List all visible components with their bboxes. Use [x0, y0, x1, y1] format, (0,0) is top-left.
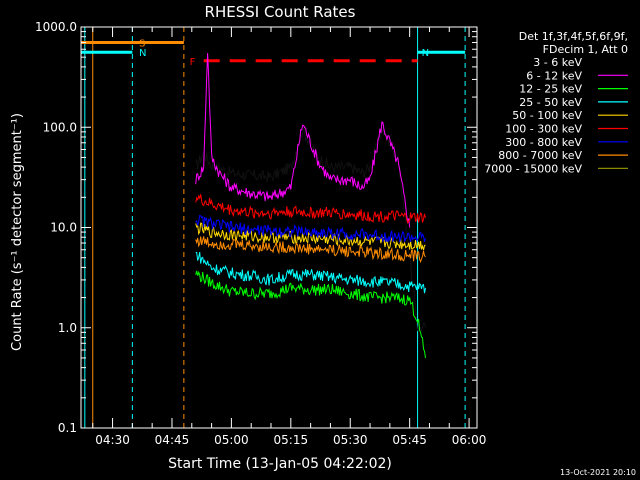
y-tick-label-1: 1.0 — [58, 321, 77, 335]
flag-label-2: N — [422, 48, 429, 59]
x-tick-label-4: 05:30 — [333, 433, 368, 447]
series-line-7 — [195, 236, 426, 264]
x-axis-label: Start Time (13-Jan-05 04:22:02) — [168, 456, 392, 472]
legend-label-6: 300 - 800 keV — [505, 136, 582, 149]
x-tick-label-2: 05:00 — [214, 433, 249, 447]
x-tick-label-0: 04:30 — [95, 433, 130, 447]
series-line-3 — [195, 251, 426, 294]
y-axis-label: Count Rate (s⁻¹ detector segment⁻¹) — [10, 113, 25, 351]
y-tick-label-3: 100.0 — [43, 120, 77, 134]
legend-header-line-2: FDecim 1, Att 0 — [543, 43, 628, 56]
y-tick-label-0: 0.1 — [58, 421, 77, 435]
legend-label-3: 25 - 50 keV — [519, 96, 582, 109]
legend-label-5: 100 - 300 keV — [505, 123, 582, 136]
flag-label-0: S — [139, 39, 145, 50]
series-line-2 — [195, 270, 426, 358]
legend-label-7: 800 - 7000 keV — [498, 149, 582, 162]
legend-label-1: 6 - 12 keV — [526, 69, 582, 82]
legend-header-line-1: Det 1f,3f,4f,5f,6f,9f, — [519, 30, 628, 43]
legend-label-2: 12 - 25 keV — [519, 83, 582, 96]
axes-layer: 0.1 1.0 10.0 100.0 1000.0 04:30 04:45 05:00 05:1… — [35, 20, 486, 447]
legend-label-8: 7000 - 15000 keV — [484, 162, 582, 175]
series-line-1 — [195, 52, 411, 228]
y-tick-label-4: 1000.0 — [35, 20, 77, 34]
legend-label-4: 50 - 100 keV — [512, 109, 582, 122]
y-tick-label-2: 10.0 — [50, 221, 77, 235]
footer-date: 13-Oct-2021 20:10 — [560, 468, 636, 477]
x-tick-label-1: 04:45 — [155, 433, 190, 447]
series-line-6 — [195, 215, 426, 243]
legend-label-0: 3 - 6 keV — [533, 56, 582, 69]
flag-label-1: N — [139, 48, 146, 59]
chart-title: RHESSI Count Rates — [205, 3, 356, 21]
flag-label-3: F — [190, 57, 196, 68]
x-tick-label-3: 05:15 — [274, 433, 309, 447]
x-tick-label-6: 06:00 — [452, 433, 487, 447]
x-tick-label-5: 05:45 — [392, 433, 427, 447]
plot-layer: SN NF — [81, 27, 466, 428]
series-line-5 — [195, 194, 426, 225]
